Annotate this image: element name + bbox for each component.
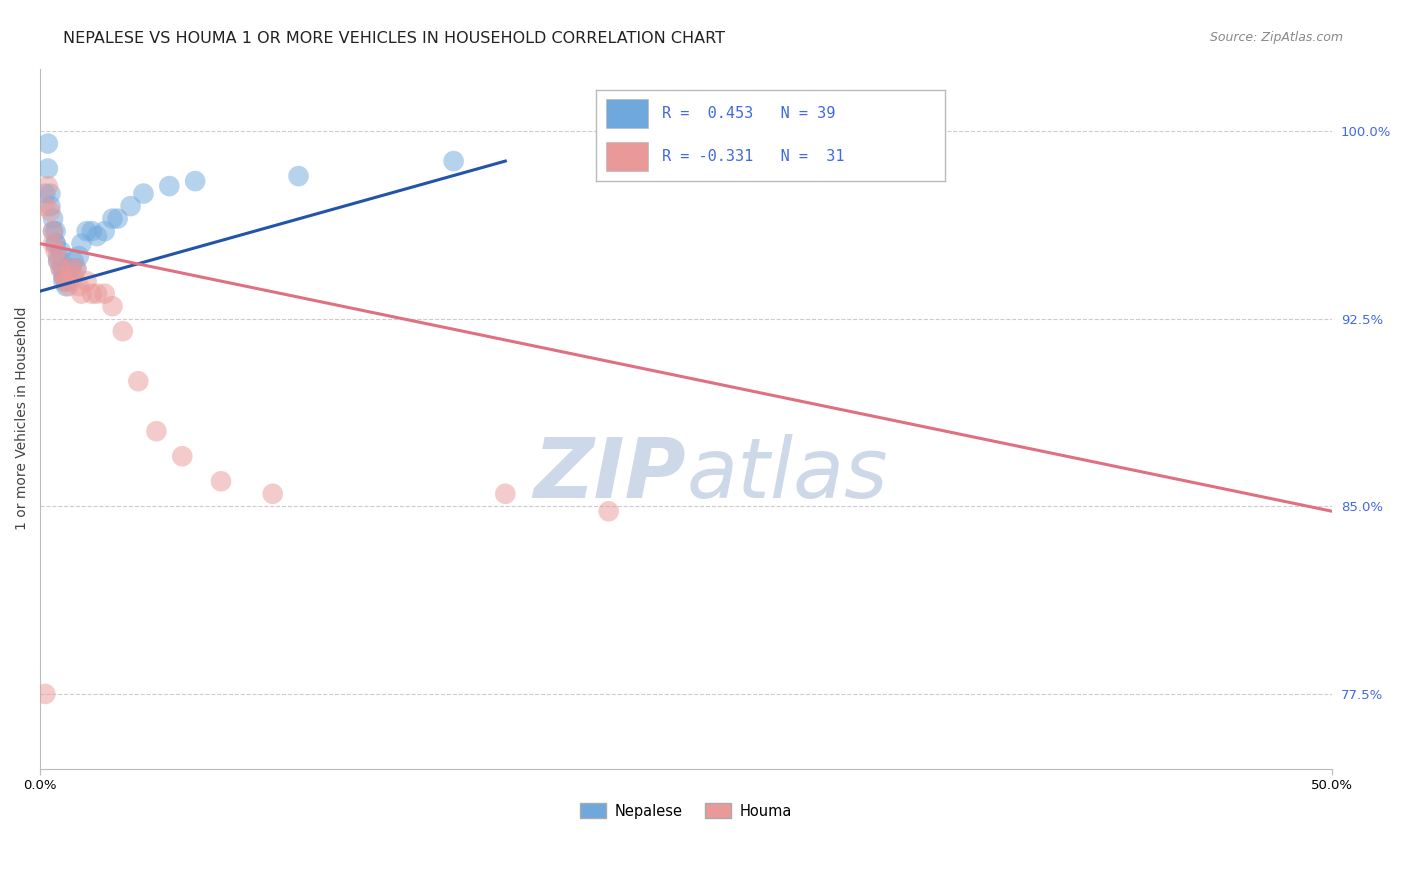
Point <box>145 424 167 438</box>
Point <box>46 254 69 268</box>
Point <box>494 487 516 501</box>
Point <box>42 224 65 238</box>
Point <box>42 211 65 226</box>
Point <box>37 179 59 194</box>
Text: NEPALESE VS HOUMA 1 OR MORE VEHICLES IN HOUSEHOLD CORRELATION CHART: NEPALESE VS HOUMA 1 OR MORE VEHICLES IN … <box>63 31 725 46</box>
Point <box>67 249 90 263</box>
Point <box>62 269 84 284</box>
Point <box>45 244 67 259</box>
Point <box>93 286 115 301</box>
Point <box>49 261 72 276</box>
Point <box>55 279 77 293</box>
Point <box>37 136 59 151</box>
Text: ZIP: ZIP <box>533 434 686 516</box>
Point <box>52 269 75 284</box>
Point <box>46 254 69 268</box>
Point <box>111 324 134 338</box>
Point <box>34 199 56 213</box>
Point <box>101 299 124 313</box>
Point <box>45 224 67 238</box>
Point <box>34 186 56 201</box>
Point <box>52 274 75 288</box>
Point <box>55 269 77 284</box>
Point <box>49 244 72 259</box>
Point <box>127 374 149 388</box>
Point <box>39 199 62 213</box>
Point <box>65 261 87 276</box>
Point <box>49 261 72 276</box>
Point <box>76 224 98 238</box>
Legend: Nepalese, Houma: Nepalese, Houma <box>574 797 799 825</box>
Point <box>76 274 98 288</box>
Point <box>58 261 80 276</box>
Point <box>37 161 59 176</box>
Point <box>157 179 180 194</box>
Point <box>55 274 77 288</box>
Point <box>60 261 83 276</box>
Point <box>58 279 80 293</box>
Point <box>101 211 124 226</box>
Point <box>86 229 108 244</box>
Point <box>80 286 103 301</box>
Point <box>45 236 67 251</box>
Point <box>598 504 620 518</box>
Point <box>443 154 465 169</box>
Point <box>70 236 93 251</box>
Point <box>55 274 77 288</box>
Point <box>80 224 103 238</box>
Point <box>107 211 129 226</box>
Point <box>39 186 62 201</box>
Point <box>39 204 62 219</box>
Point <box>67 279 90 293</box>
Point <box>60 261 83 276</box>
Point <box>93 224 115 238</box>
Point <box>287 169 309 183</box>
Point <box>70 286 93 301</box>
Point <box>42 224 65 238</box>
Point <box>34 687 56 701</box>
Point <box>132 186 155 201</box>
Point <box>184 174 207 188</box>
Point <box>86 286 108 301</box>
Point <box>62 254 84 268</box>
Point <box>55 274 77 288</box>
Point <box>52 269 75 284</box>
Point <box>45 236 67 251</box>
Point <box>65 261 87 276</box>
Point <box>262 487 284 501</box>
Text: Source: ZipAtlas.com: Source: ZipAtlas.com <box>1209 31 1343 45</box>
Point <box>172 450 194 464</box>
Point <box>42 236 65 251</box>
Point <box>209 475 232 489</box>
Point <box>46 249 69 263</box>
Point <box>120 199 142 213</box>
Y-axis label: 1 or more Vehicles in Household: 1 or more Vehicles in Household <box>15 307 30 531</box>
Point <box>52 261 75 276</box>
Point <box>58 274 80 288</box>
Text: atlas: atlas <box>686 434 887 516</box>
